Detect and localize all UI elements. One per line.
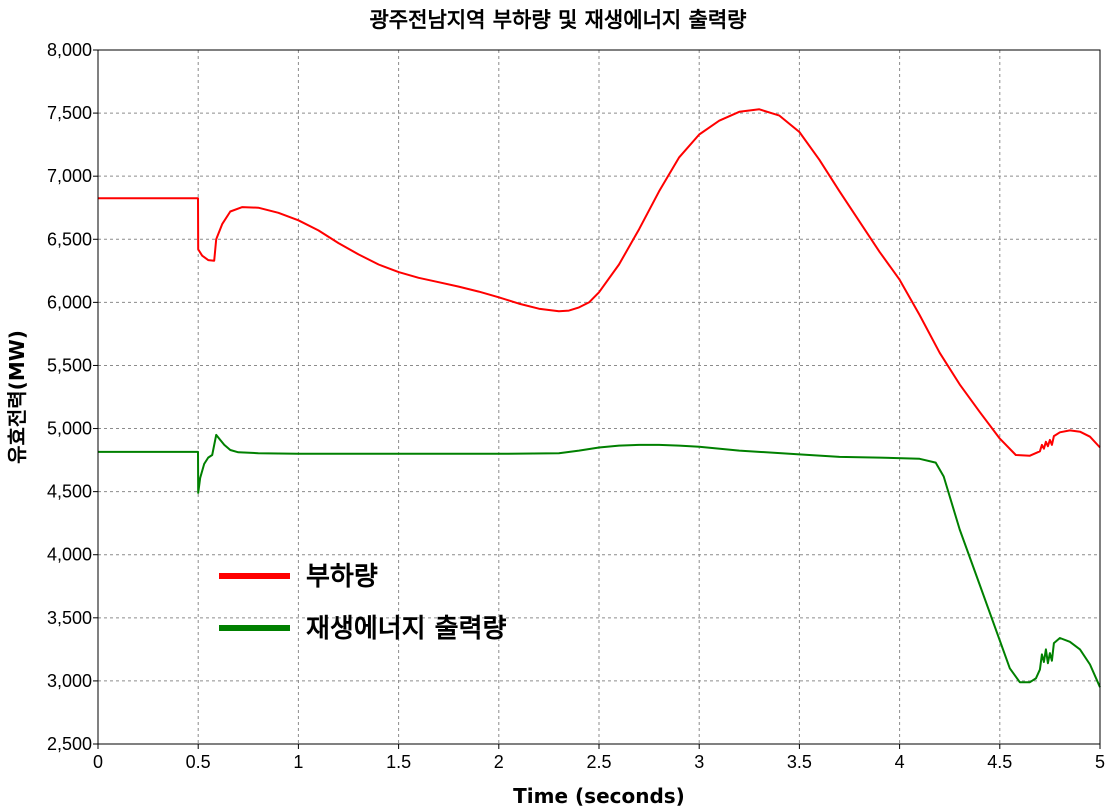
x-axis-label: Time (seconds) (513, 784, 685, 808)
x-tick-label: 1 (293, 752, 303, 772)
y-tick-label: 2,500 (47, 734, 92, 754)
chart-title: 광주전남지역 부하량 및 재생에너지 출력량 (369, 8, 746, 32)
y-tick-label: 3,500 (47, 608, 92, 628)
y-axis: 2,500 3,000 3,500 4,000 4,500 5,000 5,500 6,000… (47, 40, 98, 754)
x-tick-label: 3 (694, 752, 704, 772)
y-tick-label: 8,000 (47, 40, 92, 60)
y-tick-label: 5,000 (47, 419, 92, 439)
y-tick-label: 3,000 (47, 671, 92, 691)
y-tick-label: 4,500 (47, 482, 92, 502)
series-line-1 (98, 108, 1101, 457)
y-tick-label: 5,500 (47, 355, 92, 375)
x-tick-label: 4 (895, 752, 905, 772)
x-tick-label: 4.5 (987, 752, 1012, 772)
x-tick-label: 0.5 (186, 752, 211, 772)
series-line-2 (98, 433, 1101, 688)
legend-label-1: 부하량 (306, 562, 378, 592)
x-tick-label: 1.5 (386, 752, 411, 772)
x-tick-label: 2 (494, 752, 504, 772)
y-tick-label: 6,500 (47, 229, 92, 249)
x-axis: 0 0.5 1 1.5 2 2.5 3 3.5 4 4.5 5 (93, 744, 1105, 772)
x-tick-label: 3.5 (787, 752, 812, 772)
x-tick-label: 0 (93, 752, 103, 772)
grid (98, 50, 1100, 744)
plot-area (98, 108, 1101, 688)
x-tick-label: 5 (1095, 752, 1105, 772)
y-axis-label: 유효전력(MW) (5, 330, 29, 464)
y-tick-label: 4,000 (47, 545, 92, 565)
legend-label-2: 재생에너지 출력량 (306, 614, 506, 644)
y-tick-label: 7,000 (47, 166, 92, 186)
x-tick-label: 2.5 (586, 752, 611, 772)
y-tick-label: 6,000 (47, 292, 92, 312)
y-tick-label: 7,500 (47, 103, 92, 123)
